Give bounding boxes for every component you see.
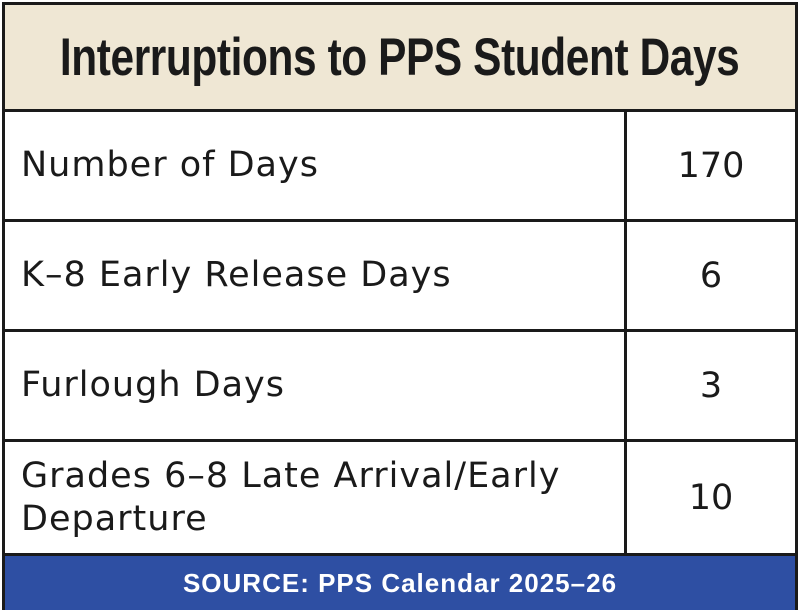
row-value: 3: [699, 365, 723, 406]
row-value: 10: [688, 478, 734, 518]
row-value: 6: [699, 255, 723, 296]
title-bar: Interruptions to PPS Student Days: [5, 5, 795, 112]
table-body: Number of Days 170 K–8 Early Release Day…: [5, 112, 795, 554]
row-label: Grades 6–8 Late Arrival/Early Departure: [5, 442, 627, 554]
table-row: Furlough Days 3: [5, 332, 795, 442]
row-label: K–8 Early Release Days: [5, 222, 627, 329]
table-row: Number of Days 170: [5, 112, 795, 222]
row-value: 170: [677, 145, 745, 186]
source-text: SOURCE: PPS Calendar 2025–26: [182, 567, 618, 598]
table-title: Interruptions to PPS Student Days: [60, 27, 740, 87]
table-row: K–8 Early Release Days 6: [5, 222, 795, 332]
table-row: Grades 6–8 Late Arrival/Early Departure …: [5, 442, 795, 554]
row-label: Number of Days: [5, 112, 627, 219]
row-label: Furlough Days: [5, 332, 627, 439]
source-footer: SOURCE: PPS Calendar 2025–26: [5, 553, 795, 610]
